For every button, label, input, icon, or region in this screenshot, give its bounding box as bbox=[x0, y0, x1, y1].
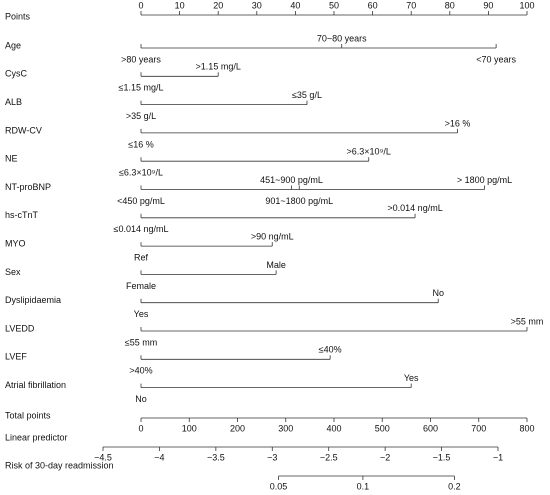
tick-label: −1 bbox=[493, 452, 503, 462]
level-label: Ref bbox=[134, 252, 149, 262]
tick-label: 200 bbox=[230, 423, 245, 433]
axis-name: Linear predictor bbox=[5, 432, 68, 442]
variable-name: CysC bbox=[5, 69, 27, 79]
tick-label: 600 bbox=[423, 423, 438, 433]
tick-label: 60 bbox=[368, 0, 378, 10]
tick-label: 10 bbox=[175, 0, 185, 10]
variable-name: Atrial fibrillation bbox=[5, 380, 66, 390]
variable-name: LVEDD bbox=[5, 323, 35, 333]
variable-name: NE bbox=[5, 154, 18, 164]
tick-label: −4 bbox=[154, 452, 164, 462]
tick-label: −4.5 bbox=[94, 452, 112, 462]
variable-name: MYO bbox=[5, 238, 26, 248]
tick-label: 500 bbox=[375, 423, 390, 433]
variable-name: Sex bbox=[5, 267, 21, 277]
tick-label: 0.2 bbox=[448, 481, 461, 491]
axis-name: Total points bbox=[5, 410, 51, 420]
tick-label: 80 bbox=[445, 0, 455, 10]
level-label: ≤16 % bbox=[128, 139, 153, 149]
tick-label: 100 bbox=[182, 423, 197, 433]
level-label: >16 % bbox=[445, 118, 471, 128]
level-label: >35 g/L bbox=[126, 111, 156, 121]
variable-name: Dyslipidaemia bbox=[5, 295, 61, 305]
variable-name: Age bbox=[5, 40, 21, 50]
tick-label: 0.1 bbox=[357, 481, 370, 491]
variable-name: RDW-CV bbox=[5, 125, 42, 135]
level-label: >0.014 ng/mL bbox=[387, 203, 442, 213]
level-label: <450 pg/mL bbox=[117, 196, 165, 206]
level-label: > 1800 pg/mL bbox=[457, 175, 512, 185]
level-label: >6.3×10⁹/L bbox=[347, 147, 391, 157]
level-label: Female bbox=[126, 281, 156, 291]
variable-name: LVEF bbox=[5, 352, 27, 362]
level-label: 451~900 pg/mL bbox=[260, 175, 323, 185]
level-label: No bbox=[135, 394, 147, 404]
axis-name: Points bbox=[5, 11, 31, 21]
level-label: Yes bbox=[134, 309, 149, 319]
variable-name: ALB bbox=[5, 97, 22, 107]
level-label: ≤1.15 mg/L bbox=[119, 83, 164, 93]
level-label: ≤55 mm bbox=[125, 337, 157, 347]
tick-label: −2.5 bbox=[320, 452, 338, 462]
level-label: ≤6.3×10⁹/L bbox=[119, 168, 163, 178]
level-label: ≤40% bbox=[319, 345, 342, 355]
variable-name: hs-cTnT bbox=[5, 210, 39, 220]
tick-label: −2 bbox=[380, 452, 390, 462]
tick-label: −3.5 bbox=[207, 452, 225, 462]
level-label: No bbox=[432, 288, 444, 298]
level-label: >1.15 mg/L bbox=[196, 62, 241, 72]
tick-label: −3 bbox=[267, 452, 277, 462]
level-label: Male bbox=[266, 260, 286, 270]
level-label: Yes bbox=[404, 373, 419, 383]
tick-label: 100 bbox=[519, 0, 534, 10]
tick-label: 40 bbox=[290, 0, 300, 10]
tick-label: −1.5 bbox=[433, 452, 451, 462]
axis-name: Risk of 30-day readmission bbox=[5, 460, 114, 470]
level-label: ≤0.014 ng/mL bbox=[114, 224, 169, 234]
tick-label: 0.05 bbox=[270, 481, 288, 491]
tick-label: 50 bbox=[329, 0, 339, 10]
level-label: 70~80 years bbox=[317, 33, 367, 43]
tick-label: 0 bbox=[138, 0, 143, 10]
level-label: 901~1800 pg/mL bbox=[265, 196, 333, 206]
tick-label: 300 bbox=[278, 423, 293, 433]
tick-label: 800 bbox=[519, 423, 534, 433]
tick-label: 700 bbox=[471, 423, 486, 433]
level-label: >55 mm bbox=[511, 316, 544, 326]
tick-label: 20 bbox=[213, 0, 223, 10]
tick-label: 0 bbox=[138, 423, 143, 433]
level-label: >90 ng/mL bbox=[251, 231, 294, 241]
tick-label: 400 bbox=[326, 423, 341, 433]
level-label: >80 years bbox=[121, 54, 161, 64]
level-label: >40% bbox=[129, 366, 152, 376]
tick-label: 90 bbox=[483, 0, 493, 10]
level-label: ≤35 g/L bbox=[292, 90, 322, 100]
level-label: <70 years bbox=[476, 54, 516, 64]
variable-name: NT-proBNP bbox=[5, 182, 51, 192]
tick-label: 30 bbox=[252, 0, 262, 10]
tick-label: 70 bbox=[406, 0, 416, 10]
